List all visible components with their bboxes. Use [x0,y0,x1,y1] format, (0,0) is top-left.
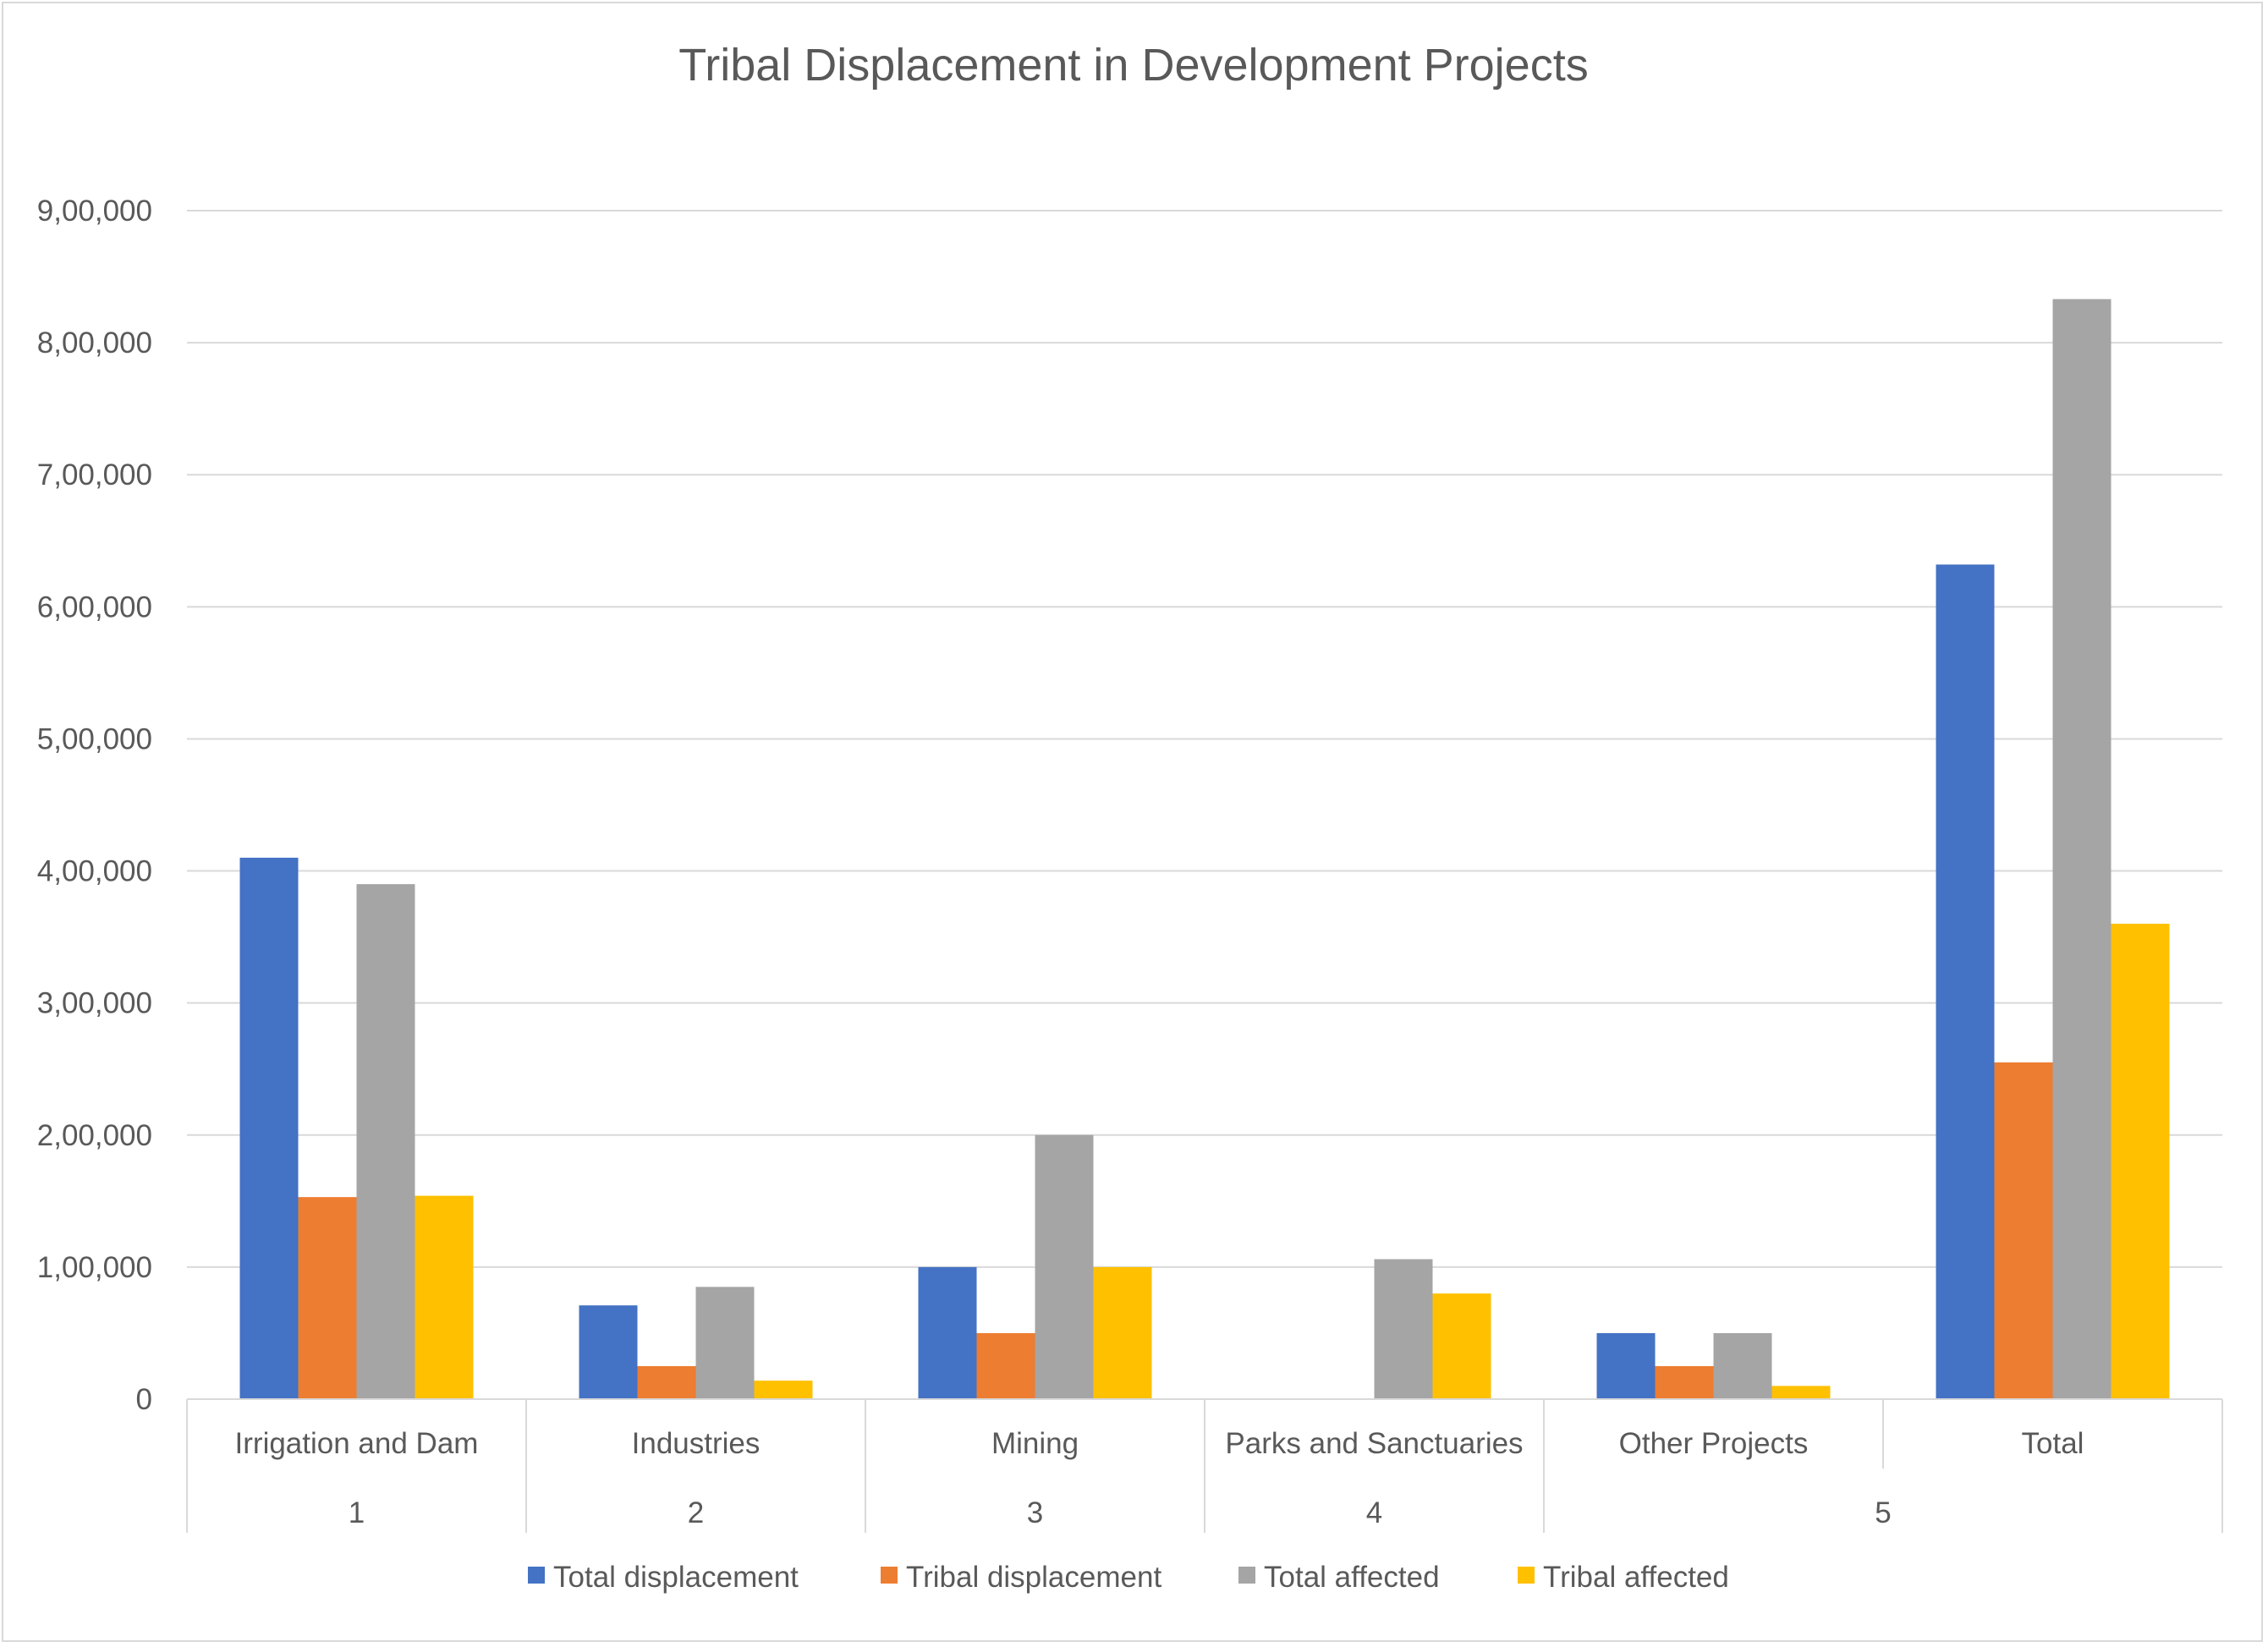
chart-title: Tribal Displacement in Development Proje… [678,40,1588,91]
bar [1936,564,1995,1399]
bar [579,1305,638,1399]
x-group-label: 2 [688,1496,704,1529]
bar [298,1197,357,1399]
legend-label: Total affected [1264,1561,1440,1594]
gridlines [187,210,2222,1400]
y-tick-label: 5,00,000 [37,722,152,755]
bar [1994,1062,2053,1399]
bar [2111,924,2170,1399]
bar [1655,1365,1714,1399]
bar [637,1365,696,1399]
bars [239,299,2170,1399]
bar [1771,1386,1831,1399]
bar [1374,1259,1433,1399]
x-group-label: 3 [1027,1496,1043,1529]
legend-swatch [1238,1567,1255,1584]
x-category-label: Irrigation and Dam [235,1427,479,1460]
legend-label: Tribal displacement [906,1561,1161,1594]
y-axis-ticks: 0 1,00,000 2,00,000 3,00,000 4,00,000 5,00,00… [37,195,152,1416]
legend-label: Tribal affected [1543,1561,1729,1594]
legend-swatch [1518,1567,1535,1584]
bar [1596,1332,1656,1399]
x-category-label: Parks and Sanctuaries [1225,1427,1523,1460]
y-tick-label: 0 [136,1383,152,1416]
x-group-label: 5 [1875,1496,1891,1529]
bar [415,1195,474,1399]
bar [1035,1134,1094,1399]
bar [976,1332,1035,1399]
x-category-label: Other Projects [1619,1427,1809,1460]
bar [918,1266,977,1399]
legend-swatch [528,1567,545,1584]
bar [695,1287,755,1399]
y-tick-label: 6,00,000 [37,590,152,623]
y-tick-label: 1,00,000 [37,1251,152,1284]
bar [1432,1293,1491,1399]
x-category-label: Industries [632,1427,761,1460]
bar [1713,1332,1772,1399]
y-tick-label: 3,00,000 [37,987,152,1020]
y-tick-label: 2,00,000 [37,1119,152,1152]
x-axis: Irrigation and Dam Industries Mining Parks … [186,1398,2223,1533]
bar [239,857,299,1399]
legend-swatch [881,1567,898,1584]
x-group-label: 4 [1366,1496,1382,1529]
x-category-label: Mining [991,1427,1079,1460]
bar [1093,1266,1152,1399]
y-tick-label: 9,00,000 [37,195,152,228]
x-category-label: Total [2022,1427,2084,1460]
legend-label: Total displacement [553,1561,799,1594]
bar [356,884,415,1399]
bar [754,1381,813,1399]
bar [2052,299,2111,1399]
y-tick-label: 8,00,000 [37,327,152,360]
legend: Total displacement Tribal displacement Tot… [528,1561,1729,1594]
x-group-label: 1 [349,1496,365,1529]
y-tick-label: 7,00,000 [37,458,152,491]
y-tick-label: 4,00,000 [37,855,152,888]
